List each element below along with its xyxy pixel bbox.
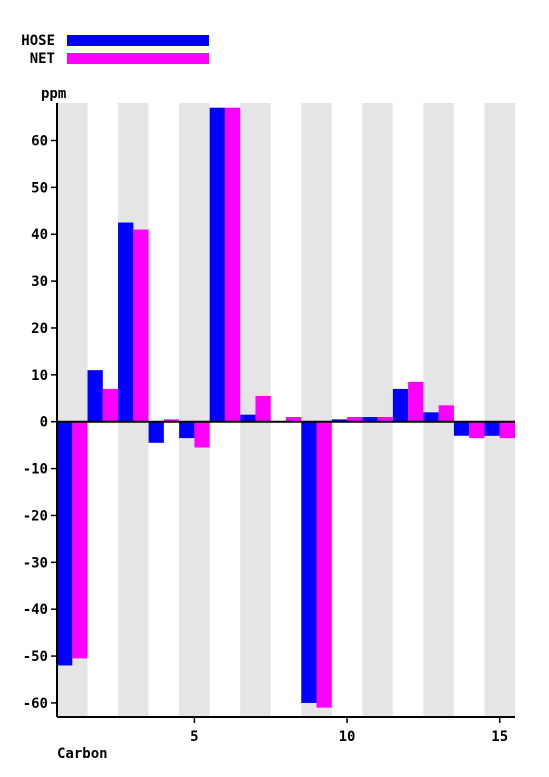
legend-swatch bbox=[67, 35, 209, 46]
x-tick-label: 5 bbox=[190, 729, 198, 745]
y-tick-label: 50 bbox=[31, 180, 48, 196]
net-bar-7 bbox=[255, 395, 271, 422]
axes: -60 -50 -40 -30 -20 -10 0 10 20 30 40 50 60 5 10 15 bbox=[23, 103, 515, 745]
net-bar-8 bbox=[286, 417, 302, 422]
band-4 bbox=[148, 103, 180, 717]
y-tick-label: 30 bbox=[31, 274, 48, 290]
legend: HOSE NET bbox=[21, 33, 209, 67]
net-bar-6 bbox=[224, 107, 241, 422]
net-bar-11 bbox=[377, 417, 393, 422]
hose-bar-5 bbox=[179, 421, 195, 439]
hose-bar-14 bbox=[453, 421, 470, 436]
net-bar-15 bbox=[499, 421, 515, 439]
hose-bar-3 bbox=[118, 222, 134, 422]
net-bar-2 bbox=[102, 388, 119, 422]
legend-label: NET bbox=[30, 51, 55, 67]
y-tick-label: -50 bbox=[23, 649, 48, 665]
band-5 bbox=[179, 103, 210, 717]
bar-group bbox=[57, 107, 515, 708]
net-bar-3 bbox=[133, 229, 149, 422]
band-10 bbox=[331, 103, 363, 717]
band-14 bbox=[453, 103, 485, 717]
hose-bar-15 bbox=[484, 421, 500, 436]
y-tick-label: 40 bbox=[31, 227, 48, 243]
legend-swatch bbox=[67, 53, 209, 64]
x-axis-label: Carbon bbox=[57, 746, 108, 762]
hose-bar-12 bbox=[392, 388, 409, 422]
y-tick-label: -30 bbox=[23, 555, 48, 571]
net-bar-12 bbox=[408, 381, 424, 422]
hose-bar-10 bbox=[331, 419, 348, 422]
legend-label: HOSE bbox=[21, 33, 55, 49]
hose-bar-7 bbox=[240, 414, 256, 422]
net-bar-5 bbox=[194, 421, 210, 448]
y-tick-label: 60 bbox=[31, 133, 48, 149]
y-tick-label: 10 bbox=[31, 368, 48, 384]
net-bar-4 bbox=[163, 419, 180, 422]
y-tick-label: -40 bbox=[23, 602, 48, 618]
background-bands bbox=[57, 103, 515, 717]
hose-bar-1 bbox=[57, 421, 73, 666]
hose-bar-13 bbox=[423, 412, 439, 422]
y-tick-label: -10 bbox=[23, 462, 48, 478]
hose-bar-2 bbox=[87, 370, 103, 422]
band-11 bbox=[362, 103, 393, 717]
hose-bar-11 bbox=[362, 417, 378, 422]
net-bar-10 bbox=[347, 417, 363, 422]
y-axis-label: ppm bbox=[41, 86, 66, 102]
band-8 bbox=[270, 103, 302, 717]
net-bar-9 bbox=[316, 421, 332, 708]
hose-bar-9 bbox=[301, 421, 317, 703]
y-tick-label: -60 bbox=[23, 696, 48, 712]
x-tick-label: 10 bbox=[339, 729, 356, 745]
net-bar-13 bbox=[438, 405, 454, 422]
net-bar-1 bbox=[72, 421, 88, 659]
y-tick-label: 20 bbox=[31, 321, 48, 337]
band-15 bbox=[484, 103, 515, 717]
hose-bar-6 bbox=[209, 107, 225, 422]
net-bar-14 bbox=[469, 421, 485, 439]
y-tick-label: 0 bbox=[40, 415, 48, 431]
hose-bar-4 bbox=[148, 421, 164, 443]
y-tick-label: -20 bbox=[23, 508, 48, 524]
x-tick-label: 15 bbox=[491, 729, 508, 745]
